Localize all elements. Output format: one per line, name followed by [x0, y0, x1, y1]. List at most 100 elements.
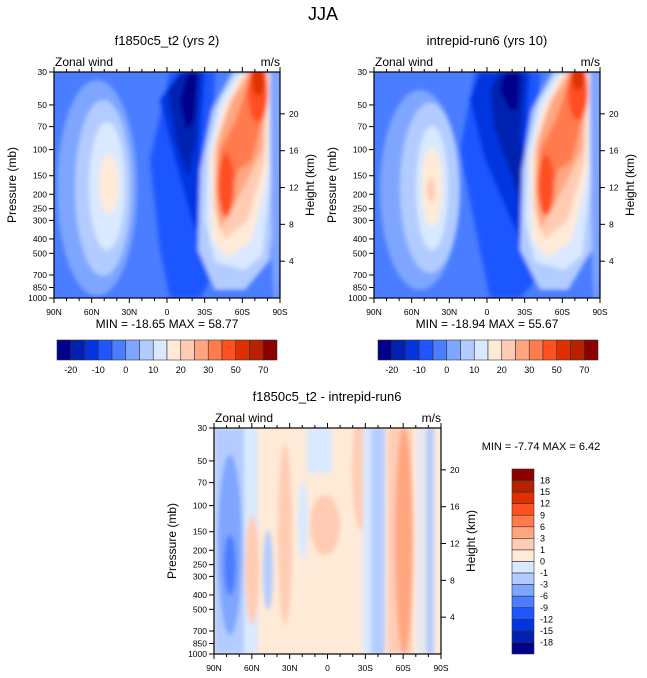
colorbar-label: 0 — [123, 365, 128, 375]
height-tick-label: 8 — [289, 219, 294, 229]
contour-region — [218, 153, 234, 217]
colorbar-swatch — [583, 339, 599, 361]
y-tick-label: 30 — [358, 67, 368, 77]
colorbar-label: 10 — [469, 365, 479, 375]
y-tick-label: 50 — [198, 456, 208, 466]
colorbar-swatch — [194, 339, 209, 361]
y-tick-label: 400 — [193, 590, 207, 600]
colorbar-swatch — [70, 339, 85, 361]
colorbar-swatch — [405, 339, 420, 361]
x-tick-label: 90N — [206, 663, 222, 673]
colorbar-swatch — [511, 480, 535, 493]
colorbar-swatch — [249, 339, 264, 361]
y-tick-label: 700 — [193, 626, 207, 636]
colorbar-label: -12 — [540, 614, 553, 624]
height-tick-label: 16 — [450, 502, 460, 512]
colorbar-swatch — [166, 339, 182, 361]
y-tick-label: 850 — [193, 639, 207, 649]
colorbar-swatch — [418, 339, 434, 361]
x-tick-label: 90N — [46, 307, 62, 317]
x-tick-label: 90S — [592, 307, 607, 317]
x-tick-label: 30S — [197, 307, 212, 317]
axes: 90N 60N 30N 0 30S 60S 90S 30 50 70 100 150 200 250300… — [5, 67, 317, 317]
units-label: m/s — [581, 55, 600, 69]
x-tick-label: 60S — [396, 663, 411, 673]
colorbar-swatch — [511, 607, 535, 620]
contour-region — [418, 428, 423, 654]
y-axis-right-title: Height (km) — [464, 510, 478, 572]
contour-region — [298, 480, 308, 560]
colorbar-swatch — [511, 595, 535, 609]
contour-region — [180, 72, 198, 130]
colorbar-swatch — [511, 572, 535, 585]
colorbar-swatch — [473, 339, 489, 361]
colorbar-label: 50 — [552, 365, 562, 375]
height-tick-label: 12 — [609, 183, 619, 193]
colorbar-label: -6 — [540, 591, 548, 601]
y-tick-label: 700 — [353, 270, 367, 280]
contour-field — [214, 428, 441, 654]
colorbar-swatch — [511, 561, 535, 574]
y-axis-title: Pressure (mb) — [5, 147, 19, 223]
x-tick-label: 30S — [517, 307, 532, 317]
colorbar-label: 70 — [258, 365, 268, 375]
x-tick-label: 60S — [235, 307, 250, 317]
panel-test: intrepid-run6 (yrs 10) Zonal wind m/s — [325, 33, 637, 375]
left-label: Zonal wind — [215, 411, 273, 425]
x-tick-label: 30N — [282, 663, 298, 673]
colorbar-swatch — [487, 339, 503, 361]
colorbar-swatch — [56, 339, 72, 361]
height-tick-label: 16 — [289, 146, 299, 156]
y-axis-right-title: Height (km) — [303, 154, 317, 216]
x-tick-label: 90S — [272, 307, 287, 317]
colorbar-swatch — [528, 339, 544, 361]
colorbar-swatch — [511, 619, 535, 632]
colorbar-swatch — [446, 339, 461, 361]
panel-title: f1850c5_t2 - intrepid-run6 — [253, 389, 402, 404]
colorbar-label: 18 — [540, 476, 550, 486]
colorbar-label: 0 — [540, 557, 545, 567]
y-tick-label: 100 — [33, 145, 47, 155]
y-tick-label: 100 — [193, 501, 207, 511]
y-axis-right-title: Height (km) — [623, 154, 637, 216]
colorbar: -20 -10 0 10 20 30 50 70 — [56, 339, 278, 375]
height-tick-label: 20 — [289, 109, 299, 119]
colorbar-label: 1 — [540, 545, 545, 555]
colorbar-label: 30 — [203, 365, 213, 375]
colorbar-label: 15 — [540, 487, 550, 497]
colorbar-swatch — [511, 584, 535, 597]
x-tick-label: 60N — [244, 663, 260, 673]
contour-region — [252, 72, 264, 96]
y-tick-label: 850 — [353, 283, 367, 293]
y-tick-label: 250 — [353, 204, 367, 214]
y-axis-title: Pressure (mb) — [325, 147, 339, 223]
units-label: m/s — [261, 55, 280, 69]
min-max-readout: MIN = -18.94 MAX = 55.67 — [416, 317, 559, 331]
height-tick-label: 12 — [450, 539, 460, 549]
colorbar-swatch — [460, 339, 475, 361]
colorbar-swatch — [152, 339, 168, 361]
contour-region — [538, 155, 554, 215]
panel-title: intrepid-run6 (yrs 10) — [427, 33, 548, 48]
x-tick-label: 30S — [358, 663, 373, 673]
height-tick-label: 4 — [450, 612, 455, 622]
colorbar-label: 0 — [444, 365, 449, 375]
x-tick-label: 90S — [433, 663, 448, 673]
x-tick-label: 0 — [325, 663, 330, 673]
x-tick-label: 60N — [84, 307, 100, 317]
y-tick-label: 30 — [198, 423, 208, 433]
contour-region — [500, 72, 520, 110]
colorbar-label: 12 — [540, 499, 550, 509]
colorbar-swatch — [511, 526, 535, 539]
x-tick-label: 30N — [442, 307, 458, 317]
colorbar-label: 20 — [176, 365, 186, 375]
y-tick-label: 1000 — [348, 293, 367, 303]
colorbar-swatch — [511, 642, 535, 655]
colorbar-label: 9 — [540, 510, 545, 520]
height-tick-label: 8 — [609, 219, 614, 229]
y-tick-label: 300 — [33, 215, 47, 225]
colorbar-label: -1 — [540, 568, 548, 578]
y-tick-label: 850 — [33, 283, 47, 293]
colorbar-swatch — [139, 339, 154, 361]
